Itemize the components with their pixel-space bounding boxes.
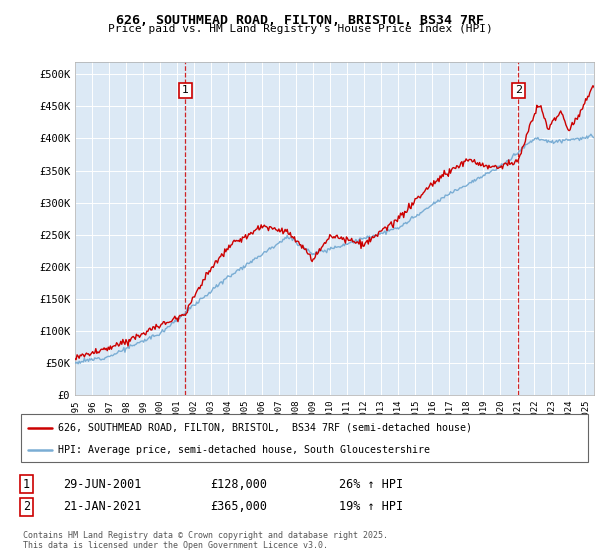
Text: 2: 2 xyxy=(23,500,30,514)
FancyBboxPatch shape xyxy=(21,414,588,462)
Text: HPI: Average price, semi-detached house, South Gloucestershire: HPI: Average price, semi-detached house,… xyxy=(58,445,430,455)
Text: 626, SOUTHMEAD ROAD, FILTON, BRISTOL,  BS34 7RF (semi-detached house): 626, SOUTHMEAD ROAD, FILTON, BRISTOL, BS… xyxy=(58,423,472,433)
Text: Contains HM Land Registry data © Crown copyright and database right 2025.
This d: Contains HM Land Registry data © Crown c… xyxy=(23,531,388,550)
Text: Price paid vs. HM Land Registry's House Price Index (HPI): Price paid vs. HM Land Registry's House … xyxy=(107,24,493,34)
Text: 1: 1 xyxy=(182,86,189,95)
Text: 1: 1 xyxy=(23,478,30,491)
Text: 19% ↑ HPI: 19% ↑ HPI xyxy=(339,500,403,514)
Text: 21-JAN-2021: 21-JAN-2021 xyxy=(63,500,142,514)
Text: £365,000: £365,000 xyxy=(210,500,267,514)
Text: 29-JUN-2001: 29-JUN-2001 xyxy=(63,478,142,491)
Text: 2: 2 xyxy=(515,86,522,95)
Text: 26% ↑ HPI: 26% ↑ HPI xyxy=(339,478,403,491)
Text: 626, SOUTHMEAD ROAD, FILTON, BRISTOL, BS34 7RF: 626, SOUTHMEAD ROAD, FILTON, BRISTOL, BS… xyxy=(116,14,484,27)
Text: £128,000: £128,000 xyxy=(210,478,267,491)
